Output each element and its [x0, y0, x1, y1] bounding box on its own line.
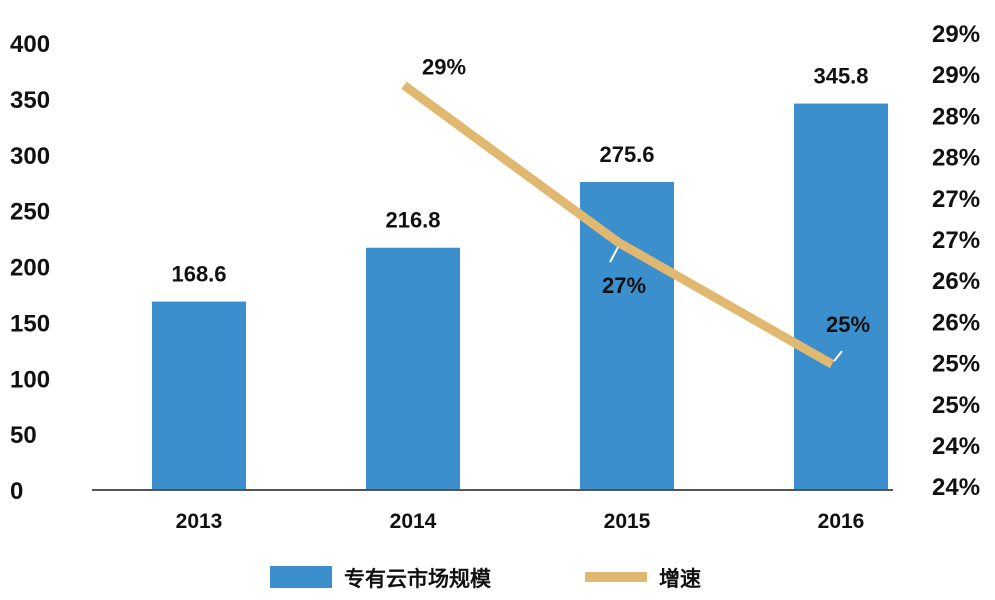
y-tick-label: 100 — [10, 366, 50, 393]
bar-series — [152, 103, 888, 491]
bar-value-label: 345.8 — [813, 64, 868, 89]
y-tick-label: 350 — [10, 87, 50, 114]
y2-tick-label: 24% — [932, 474, 980, 501]
leader-line — [609, 246, 619, 263]
bar-data-labels: 168.6 216.8 275.6 345.8 — [171, 64, 868, 287]
y2-tick-label: 25% — [932, 392, 980, 419]
x-tick-label: 2016 — [818, 510, 865, 533]
x-tick-label: 2014 — [390, 510, 437, 533]
y-tick-label: 50 — [10, 422, 37, 449]
bar — [580, 182, 674, 490]
legend: 专有云市场规模 增速 — [270, 566, 701, 591]
bar-value-label: 168.6 — [171, 262, 226, 287]
y2-tick-label: 25% — [932, 351, 980, 378]
legend-label-bar: 专有云市场规模 — [344, 567, 492, 591]
bar-value-label: 216.8 — [385, 208, 440, 233]
bar — [152, 301, 246, 490]
line-value-label: 29% — [422, 54, 466, 79]
x-tick-label: 2015 — [604, 510, 651, 533]
bar — [366, 247, 460, 490]
x-axis-ticks: 2013 2014 2015 2016 — [176, 510, 865, 533]
y2-tick-label: 29% — [932, 62, 980, 89]
line-value-label: 25% — [826, 312, 870, 337]
y2-tick-label: 29% — [932, 21, 980, 48]
line-data-labels: 29% 27% 25% — [422, 54, 870, 362]
y2-axis-ticks: 24% 24% 25% 25% 26% 26% 27% 27% 28% 28% 29% 29% — [932, 21, 980, 501]
y-tick-label: 150 — [10, 310, 50, 337]
y-tick-label: 400 — [10, 31, 50, 58]
y-tick-label: 200 — [10, 255, 50, 282]
y-tick-label: 0 — [10, 478, 23, 505]
y2-tick-label: 27% — [932, 227, 980, 254]
y-axis-ticks: 0 50 100 150 200 250 300 350 400 — [10, 31, 50, 505]
legend-label-line: 增速 — [659, 567, 701, 591]
bar — [794, 103, 888, 491]
y-tick-label: 250 — [10, 199, 50, 226]
x-tick-label: 2013 — [176, 510, 223, 533]
y2-tick-label: 28% — [932, 145, 980, 172]
y2-tick-label: 28% — [932, 103, 980, 130]
y2-tick-label: 26% — [932, 309, 980, 336]
leader-line — [833, 350, 843, 362]
y-tick-label: 300 — [10, 143, 50, 170]
line-series — [401, 81, 835, 369]
bar-value-label: 275.6 — [599, 142, 654, 167]
growth-line — [401, 81, 835, 369]
line-value-label: 27% — [602, 273, 646, 298]
legend-swatch-line — [585, 572, 647, 582]
y2-tick-label: 24% — [932, 433, 980, 460]
y2-tick-label: 27% — [932, 186, 980, 213]
y2-tick-label: 26% — [932, 268, 980, 295]
legend-swatch-bar — [270, 566, 332, 588]
